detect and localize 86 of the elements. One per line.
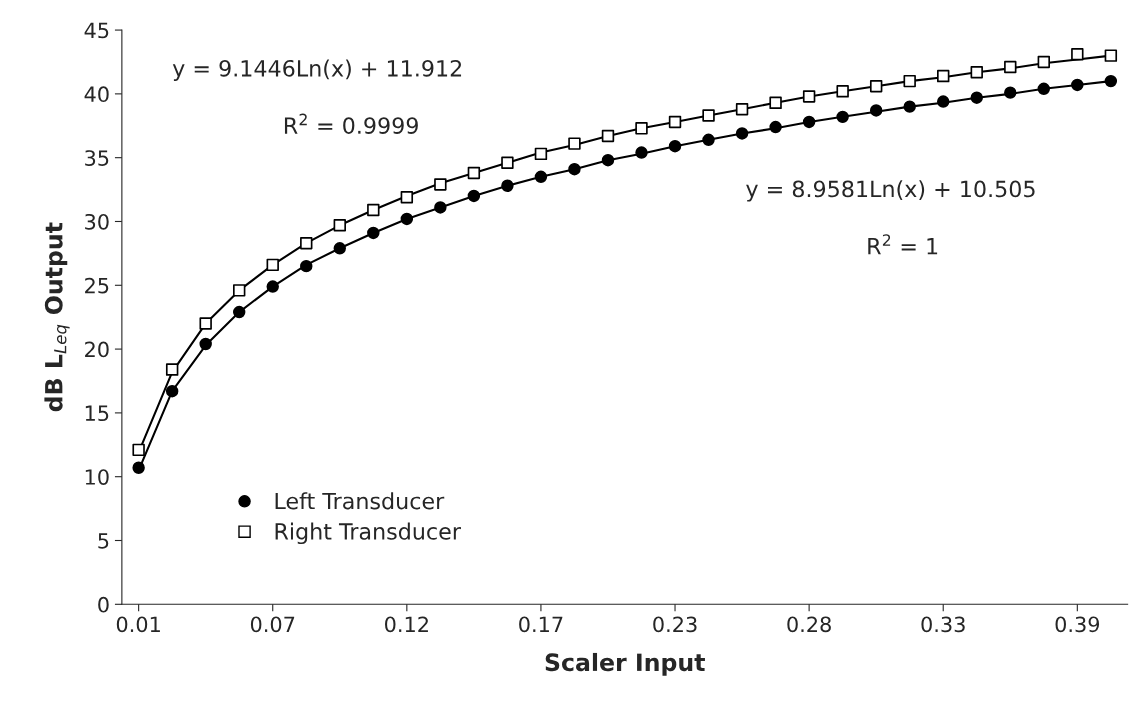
y-tick-label: 40	[84, 86, 109, 103]
point	[869, 104, 883, 117]
point	[467, 189, 481, 203]
point	[903, 74, 916, 88]
x-tick-label: 0.01	[116, 616, 160, 633]
point	[836, 110, 849, 124]
annotation: y = 9.1446Ln(x) + 11.912	[172, 59, 462, 82]
y-tick-label: 5	[98, 533, 109, 549]
point	[635, 146, 648, 159]
point	[300, 236, 313, 250]
point	[199, 337, 212, 351]
point	[434, 178, 447, 191]
point	[333, 219, 346, 232]
point	[635, 122, 648, 135]
x-tick-label: 0.33	[921, 616, 965, 633]
point	[367, 203, 380, 217]
point	[1071, 78, 1084, 92]
point	[467, 166, 481, 180]
legend-label: Right Transducer	[275, 522, 461, 545]
point	[903, 100, 916, 113]
point	[165, 363, 179, 376]
point	[802, 90, 816, 103]
point	[1037, 82, 1051, 95]
x-tick-label: 0.12	[385, 616, 428, 633]
point	[1004, 60, 1017, 74]
point	[970, 65, 983, 79]
point	[501, 179, 514, 192]
point	[300, 259, 313, 273]
y-tick-label: 35	[85, 150, 109, 166]
x-tick-label: 0.23	[653, 616, 697, 633]
y-tick-label: 15	[85, 405, 109, 422]
point	[400, 212, 414, 226]
y-axis-title: dB L$_{Leq}$ Output	[44, 222, 70, 412]
point	[1104, 49, 1118, 62]
y-tick-label: 25	[85, 277, 109, 294]
annotation: R$^{2}$ = 0.9999	[284, 113, 418, 134]
point	[132, 461, 145, 474]
point	[1071, 48, 1084, 61]
point	[232, 305, 246, 319]
x-axis-title: Scaler Input	[545, 652, 705, 676]
point	[232, 284, 246, 297]
point	[568, 162, 581, 176]
x-tick-label: 0.39	[1055, 616, 1100, 633]
point	[937, 69, 950, 83]
x-tick-label: 0.28	[787, 616, 831, 633]
y-tick-label: 0	[98, 596, 109, 613]
point	[735, 102, 749, 116]
point	[367, 226, 380, 240]
point	[601, 129, 615, 143]
point	[165, 384, 179, 398]
x-tick-label: 0.07	[250, 616, 295, 633]
point	[568, 137, 581, 150]
point	[769, 120, 782, 134]
point	[668, 139, 682, 153]
point	[702, 133, 715, 147]
point	[869, 80, 883, 93]
legend-label: Left Transducer	[275, 492, 445, 510]
y-tick-label: 20	[85, 341, 109, 358]
x-tick-label: 0.17	[519, 616, 563, 633]
point	[501, 156, 514, 169]
point	[1004, 86, 1017, 99]
y-tick-label: 10	[85, 469, 109, 485]
point	[199, 317, 212, 330]
point	[534, 147, 548, 161]
annotation: R$^{2}$ = 1	[868, 234, 938, 255]
point	[1104, 74, 1118, 88]
y-tick-label: 30	[85, 213, 109, 230]
point	[735, 127, 749, 140]
point	[769, 96, 782, 110]
point	[802, 115, 816, 129]
point	[702, 109, 715, 122]
point	[937, 95, 950, 108]
point	[434, 201, 447, 214]
point	[333, 242, 346, 255]
y-tick-label: 45	[84, 22, 109, 39]
point	[400, 191, 414, 204]
point	[668, 115, 682, 129]
point	[970, 91, 983, 104]
point	[836, 85, 849, 98]
point	[132, 443, 145, 457]
point	[1037, 55, 1051, 69]
point	[266, 280, 279, 293]
point	[266, 258, 279, 272]
point	[601, 154, 615, 167]
annotation: y = 8.9581Ln(x) + 10.505	[746, 180, 1035, 202]
point	[534, 170, 548, 184]
